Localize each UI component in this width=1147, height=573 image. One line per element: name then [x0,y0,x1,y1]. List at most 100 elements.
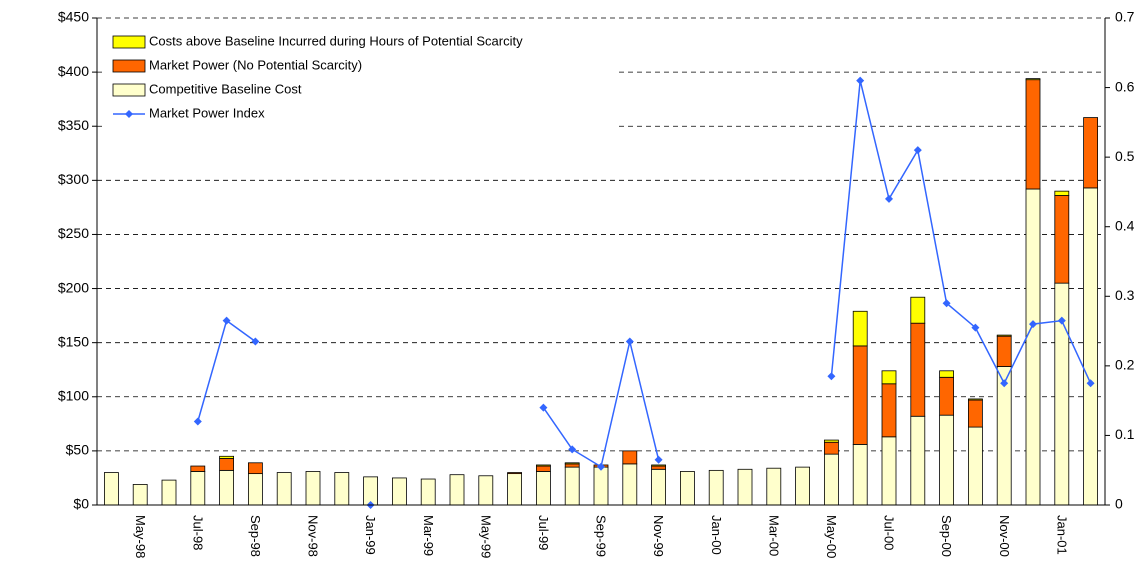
legend-swatch [112,59,146,73]
bar-segment [247,462,263,475]
x-tick-label: Jul-99 [536,515,551,550]
bar-segment [1083,117,1098,189]
y2-tick-label: 0 [1115,496,1123,512]
x-tick-label: Jan-01 [1054,515,1069,555]
bar-segment [564,462,580,465]
bar-segment [190,471,206,506]
bar-segment [881,436,897,506]
bar-segment [939,414,954,506]
bar-segment [536,471,551,506]
bar-segment [910,415,926,506]
bar-segment [219,469,235,506]
y2-tick-label: 0.2 [1115,357,1135,373]
bar-segment [1025,78,1041,81]
x-tick-label: Mar-99 [421,515,436,556]
x-tick-label: Nov-99 [651,515,666,557]
bar-segment [968,398,983,401]
y-tick-label: $350 [58,117,89,133]
bar-segment [593,466,609,506]
bar-segment [536,464,551,467]
y2-tick-label: 0.1 [1115,426,1135,442]
y-tick-label: $250 [58,225,89,241]
x-tick-label: Jan-99 [363,515,378,555]
bar-segment [247,473,263,506]
index-marker [597,462,605,471]
bar-segment [852,443,868,506]
x-tick-label: Sep-99 [594,515,609,557]
index-marker [942,299,951,308]
bar-segment [219,458,235,471]
bar-segment [939,376,954,416]
bar-segment [161,479,177,506]
x-tick-label: Mar-00 [766,515,781,556]
bar-segment [852,345,868,445]
bar-segment [881,370,897,385]
bar-segment [132,484,148,506]
index-line [197,80,1092,468]
index-marker [568,445,577,454]
bar-segment [766,467,782,506]
bar-segment [651,465,666,470]
bar-segment [968,426,983,506]
y-tick-label: $200 [58,279,89,295]
index-marker [251,337,260,346]
bar-segment [276,472,292,506]
legend-box [103,30,618,128]
x-tick-label: Sep-98 [248,515,263,557]
y2-tick-label: 0.5 [1115,148,1135,164]
x-tick-label: Jul-98 [190,515,205,550]
index-marker [1057,316,1066,325]
legend-label: Market Power (No Potential Scarcity) [149,57,362,72]
x-tick-label: May-98 [133,515,148,558]
bar-segment [996,366,1012,506]
bar-segment [824,441,839,455]
bar-segment [824,453,839,506]
legend-swatch [112,35,146,49]
index-marker [913,146,922,155]
bar-segment [795,466,810,506]
bar-segment [219,455,235,459]
y-tick-label: $50 [66,442,90,458]
index-marker [1000,379,1009,388]
index-marker [827,372,836,381]
bar-segment [968,399,983,428]
bar-segment [622,463,638,506]
x-tick-label: Sep-00 [939,515,954,557]
index-marker [222,316,231,325]
x-tick-label: Nov-00 [997,515,1012,557]
index-marker [539,403,548,412]
bar-segment [1054,190,1070,196]
bar-segment [996,334,1012,337]
y-tick-label: $400 [58,63,89,79]
bar-segment [1025,79,1041,190]
y2-tick-label: 0.4 [1115,217,1135,233]
bar-segment [420,478,436,506]
index-marker [1029,320,1037,329]
bar-segment [651,464,666,467]
bar-segment [190,465,206,472]
y-tick-label: $300 [58,171,89,187]
x-tick-label: Jul-00 [882,515,897,550]
legend-label: Market Power Index [149,105,265,120]
bar-segment [449,474,465,506]
index-marker [625,337,634,346]
x-tick-label: May-99 [478,515,493,558]
bar-segment [305,471,321,506]
bar-segment [334,472,350,506]
x-tick-label: Jan-00 [709,515,724,555]
bar-segment [1054,282,1070,506]
y-tick-label: $150 [58,333,89,349]
legend-swatch [112,83,146,97]
x-tick-label: May-00 [824,515,839,558]
bar-segment [680,471,695,506]
index-marker [856,76,865,85]
bar-segment [536,465,551,472]
bar-segment [651,468,666,506]
y-tick-label: $450 [58,9,89,25]
bar-segment [939,370,954,378]
bar-segment [564,466,580,506]
bar-segment [737,468,753,506]
bar-segment [104,472,119,506]
bar-segment [852,310,868,347]
